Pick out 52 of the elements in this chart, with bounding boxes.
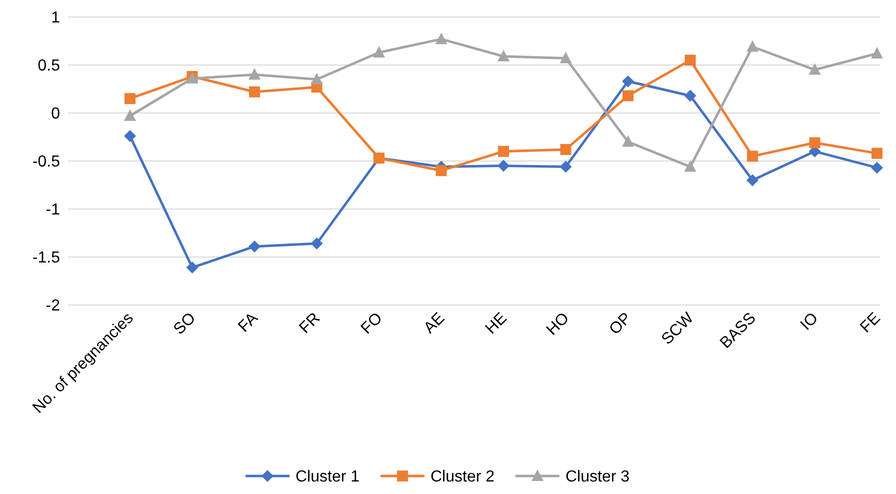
- x-tick-label: OP: [606, 310, 635, 338]
- x-tick-label: FO: [358, 310, 386, 338]
- y-tick-label: -0.5: [32, 154, 60, 171]
- point: [436, 165, 447, 176]
- point: [808, 63, 821, 75]
- legend-label: Cluster 2: [430, 468, 495, 486]
- point: [622, 135, 634, 147]
- point: [310, 72, 323, 84]
- x-tick-label: FR: [296, 310, 324, 337]
- point: [746, 174, 758, 186]
- y-tick-label: -2: [46, 298, 60, 315]
- point: [560, 144, 572, 155]
- legend-label: Cluster 3: [566, 468, 630, 486]
- point: [684, 90, 696, 102]
- point: [809, 137, 820, 148]
- y-tick-label: -1: [46, 202, 60, 219]
- point: [498, 146, 509, 157]
- y-tick-label: 0.5: [38, 58, 60, 75]
- x-tick-label: FA: [235, 310, 262, 336]
- point: [622, 90, 634, 102]
- point: [248, 68, 260, 80]
- point: [871, 46, 883, 58]
- legend-label: Cluster 1: [296, 468, 360, 486]
- point: [310, 238, 323, 250]
- point: [124, 93, 136, 104]
- x-tick-label: IO: [798, 310, 822, 334]
- y-tick-label: 1: [51, 10, 60, 27]
- point: [124, 130, 136, 142]
- point: [124, 109, 136, 121]
- point: [498, 160, 510, 172]
- x-tick-label: FE: [857, 310, 884, 336]
- point: [622, 75, 634, 88]
- point: [249, 86, 260, 98]
- point: [560, 52, 572, 64]
- point: [746, 40, 758, 52]
- point: [684, 54, 696, 66]
- point: [248, 240, 260, 252]
- x-tick-label: AE: [420, 310, 448, 337]
- point: [498, 50, 510, 62]
- point: [435, 32, 448, 44]
- point: [560, 160, 572, 173]
- y-tick-label: 0: [51, 106, 60, 123]
- x-tick-label: SO: [170, 310, 200, 338]
- point: [684, 160, 696, 172]
- y-tick-label: -1.5: [32, 250, 60, 267]
- point: [872, 148, 882, 159]
- x-tick-label: HE: [482, 310, 510, 338]
- point: [186, 262, 198, 274]
- point: [747, 150, 758, 162]
- x-tick-label: HO: [544, 310, 573, 339]
- point: [871, 162, 883, 174]
- point: [373, 46, 385, 58]
